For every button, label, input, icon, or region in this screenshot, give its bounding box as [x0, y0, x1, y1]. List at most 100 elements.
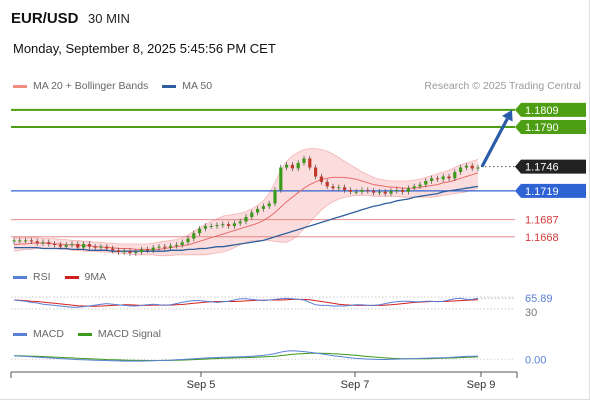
forecast-arrow-shaft: [480, 117, 509, 168]
x-tick-label: Sep 5: [187, 379, 216, 391]
candle-body: [447, 176, 451, 179]
candle-body: [343, 187, 347, 190]
candle-body: [389, 190, 393, 194]
candle-body: [134, 252, 138, 254]
level-label-1: 1.1790: [515, 120, 586, 134]
macd-signal-legend-swatch: [77, 332, 92, 336]
level-label-tag: [515, 120, 586, 134]
candle-body: [430, 178, 434, 181]
candle-body: [53, 244, 57, 245]
candle-body: [227, 224, 231, 226]
candle-body: [354, 191, 358, 193]
candle-body: [111, 248, 115, 251]
candle-body: [279, 167, 283, 190]
candle-body: [401, 190, 405, 192]
candle-body: [366, 190, 370, 191]
candle-body: [470, 165, 474, 169]
candle-body: [47, 242, 51, 244]
candle-body: [35, 241, 39, 244]
rsi-ma9-legend-label: 9MA: [84, 271, 107, 283]
candle-body: [93, 246, 97, 248]
candle-body: [82, 244, 86, 248]
candle-body: [296, 163, 300, 169]
candle-body: [221, 224, 225, 226]
candle-body: [203, 226, 207, 229]
macd-signal-legend-label: MACD Signal: [97, 328, 161, 340]
candle-body: [464, 165, 468, 168]
rsi-value-label: 65.89: [525, 293, 553, 305]
datetime-label: Monday, September 8, 2025 5:45:56 PM CET: [13, 41, 276, 56]
macd-legend-swatch: [13, 332, 27, 336]
candle-body: [267, 203, 271, 207]
rsi-30-label: 30: [525, 307, 537, 319]
candle-body: [319, 176, 323, 182]
candle-body: [308, 158, 312, 168]
candle-body: [232, 223, 236, 226]
candle-body: [256, 208, 260, 213]
candle-body: [169, 245, 173, 248]
candle-body: [285, 164, 289, 168]
candle-body: [377, 191, 381, 193]
candle-body: [238, 221, 242, 224]
candle-body: [41, 242, 45, 244]
candle-body: [215, 225, 219, 227]
level-label-0: 1.1809: [515, 102, 586, 117]
level-label-tag: [515, 102, 586, 117]
candle-body: [441, 176, 445, 180]
x-tick-label: Sep 9: [467, 379, 496, 391]
candle-body: [453, 172, 457, 179]
candle-body: [70, 244, 74, 245]
candle-body: [128, 251, 132, 253]
ma20-legend-label: MA 20 + Bollinger Bands: [33, 80, 149, 92]
candle-body: [186, 238, 190, 243]
price-legend: MA 20 + Bollinger Bands MA 50: [13, 80, 226, 92]
candle-body: [273, 190, 277, 204]
candle-body: [116, 250, 120, 253]
candle-body: [476, 167, 480, 169]
candle-body: [372, 190, 376, 193]
ma20-legend-swatch: [13, 84, 27, 88]
candle-body: [395, 190, 399, 191]
candle-body: [325, 181, 329, 187]
candle-body: [331, 186, 335, 189]
candle-body: [314, 167, 318, 177]
macd-line: [13, 350, 479, 362]
credit-label: Research © 2025 Trading Central: [424, 80, 581, 92]
ma50-line: [14, 185, 479, 252]
candle-body: [76, 244, 80, 248]
candle-body: [198, 228, 202, 234]
candle-body: [163, 246, 167, 248]
level-label-4: 1.1687: [525, 215, 559, 227]
candle-body: [406, 188, 410, 192]
timeframe-label: 30 MIN: [88, 11, 130, 26]
rsi-legend: RSI 9MA: [13, 271, 120, 283]
level-label-tag: [515, 159, 586, 174]
macd-legend: MACD MACD Signal: [13, 328, 175, 340]
level-label-text: 1.1719: [525, 186, 559, 198]
candle-body: [435, 178, 439, 180]
candle-body: [360, 190, 364, 192]
level-label-text: 1.1790: [525, 122, 559, 134]
candle-body: [64, 244, 68, 247]
level-label-5: 1.1668: [525, 232, 559, 244]
candle-body: [87, 244, 91, 247]
candle-body: [418, 184, 422, 187]
candle-body: [250, 212, 254, 217]
candle-body: [29, 240, 33, 242]
candle-body: [99, 246, 103, 248]
candle-body: [157, 246, 161, 248]
candle-body: [424, 181, 428, 185]
bollinger-upper-line: [14, 148, 479, 245]
candle-body: [105, 246, 109, 249]
candle-body: [140, 249, 144, 253]
candle-body: [261, 206, 265, 209]
ma50-legend-swatch: [162, 84, 177, 88]
rsi-legend-label: RSI: [33, 271, 51, 283]
rsi-ma9-legend-swatch: [64, 275, 79, 279]
candle-body: [459, 167, 463, 172]
bollinger-band-fill: [14, 148, 478, 256]
candle-body: [209, 226, 213, 227]
instrument-title: EUR/USD: [11, 10, 79, 27]
rsi-line: [13, 297, 479, 308]
